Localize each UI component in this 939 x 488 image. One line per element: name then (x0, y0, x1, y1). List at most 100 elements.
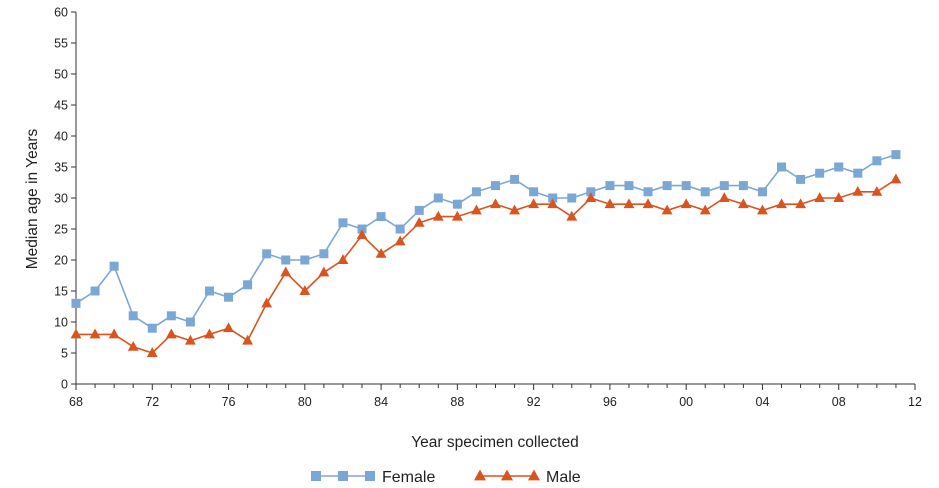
data-point-female (204, 286, 214, 296)
data-point-female (777, 162, 787, 172)
data-point-male (852, 185, 864, 196)
series-layer (70, 150, 902, 357)
data-point-male (642, 198, 654, 209)
x-tick-label: 68 (69, 395, 83, 409)
data-point-male (490, 198, 501, 209)
data-point-male (737, 198, 749, 209)
axes (75, 12, 915, 385)
data-point-male (585, 192, 597, 202)
y-tick-label: 55 (54, 37, 68, 51)
data-point-male (451, 210, 463, 221)
data-point-female (605, 181, 615, 191)
y-tick-label: 30 (54, 192, 68, 206)
data-point-female (529, 187, 539, 197)
data-point-female (376, 212, 386, 222)
data-point-male (833, 192, 845, 202)
legend-marker (365, 471, 375, 481)
legend-label-male: Male (546, 469, 581, 486)
data-point-female (414, 205, 424, 215)
data-point-male (871, 185, 883, 196)
data-point-female (281, 255, 291, 265)
data-point-female (872, 156, 882, 166)
legend-marker (311, 471, 321, 481)
series-female (71, 150, 901, 333)
series-line-female (75, 153, 897, 330)
y-tick-label: 45 (54, 99, 68, 113)
data-point-female (681, 181, 691, 191)
data-point-male (261, 297, 273, 308)
data-point-female (757, 187, 767, 197)
legend-label-female: Female (382, 469, 435, 486)
data-point-male (604, 198, 616, 209)
x-tick-label: 84 (374, 395, 388, 409)
data-point-female (700, 187, 710, 197)
x-tick-label: 12 (908, 395, 922, 409)
data-point-female (357, 224, 367, 234)
data-point-male (566, 210, 578, 221)
data-point-female (891, 150, 901, 160)
data-point-male (299, 285, 311, 295)
data-point-female (471, 187, 481, 197)
y-tick-label: 40 (54, 130, 68, 144)
data-point-male (185, 334, 196, 345)
x-tick-label: 08 (832, 395, 846, 409)
data-point-male (757, 204, 768, 215)
data-point-male (718, 192, 730, 202)
data-point-female (90, 286, 100, 296)
y-tick-label: 35 (54, 161, 68, 175)
data-point-female (185, 317, 195, 327)
data-point-male (146, 347, 158, 357)
data-point-male (528, 198, 540, 209)
data-point-female (719, 181, 729, 191)
data-point-male (108, 328, 120, 339)
data-point-male (699, 204, 711, 215)
data-point-female (586, 187, 596, 197)
data-point-female (452, 199, 462, 209)
x-tick-label: 04 (756, 395, 770, 409)
data-point-female (491, 181, 500, 191)
data-point-male (70, 328, 82, 339)
data-point-female (567, 193, 577, 203)
y-tick-label: 10 (54, 316, 68, 330)
data-point-female (662, 181, 672, 191)
y-tick-label: 20 (54, 254, 68, 268)
data-point-male (471, 204, 482, 215)
data-point-female (395, 224, 405, 234)
data-point-female (834, 162, 844, 172)
data-point-male (680, 198, 692, 209)
y-tick-label: 60 (54, 6, 68, 20)
data-point-male (413, 216, 425, 227)
data-point-male (814, 192, 826, 202)
data-point-male (394, 235, 406, 246)
data-point-female (853, 168, 863, 178)
y-tick-label: 5 (61, 347, 68, 361)
x-ticks: 68 72 76 80 84 88 92 96 00 04 08 12 (69, 384, 922, 409)
data-point-female (548, 193, 558, 203)
data-point-male (623, 198, 635, 209)
legend-marker (338, 471, 348, 481)
x-tick-label: 72 (145, 395, 159, 409)
y-tick-label: 15 (54, 285, 68, 299)
legend-item-female: Female (311, 469, 435, 486)
x-axis-label: Year specimen collected (411, 434, 578, 451)
data-point-female (338, 218, 348, 228)
x-tick-label: 00 (679, 395, 693, 409)
data-point-female (319, 249, 329, 259)
series-male (70, 173, 902, 357)
legend-marker (528, 469, 540, 481)
data-point-female (815, 168, 825, 178)
y-ticks: 0 5 10 15 20 25 30 35 40 45 50 55 60 (54, 6, 76, 392)
y-tick-label: 50 (54, 68, 68, 82)
data-point-female (624, 181, 634, 191)
data-point-male (795, 198, 806, 209)
data-point-female (224, 292, 234, 302)
legend: Female Male (311, 469, 581, 486)
data-point-female (738, 181, 748, 191)
data-point-female (71, 298, 81, 308)
data-point-male (375, 247, 387, 258)
data-point-male (432, 210, 444, 221)
data-point-male (280, 266, 292, 277)
data-point-male (661, 204, 673, 215)
data-point-male (890, 173, 902, 184)
